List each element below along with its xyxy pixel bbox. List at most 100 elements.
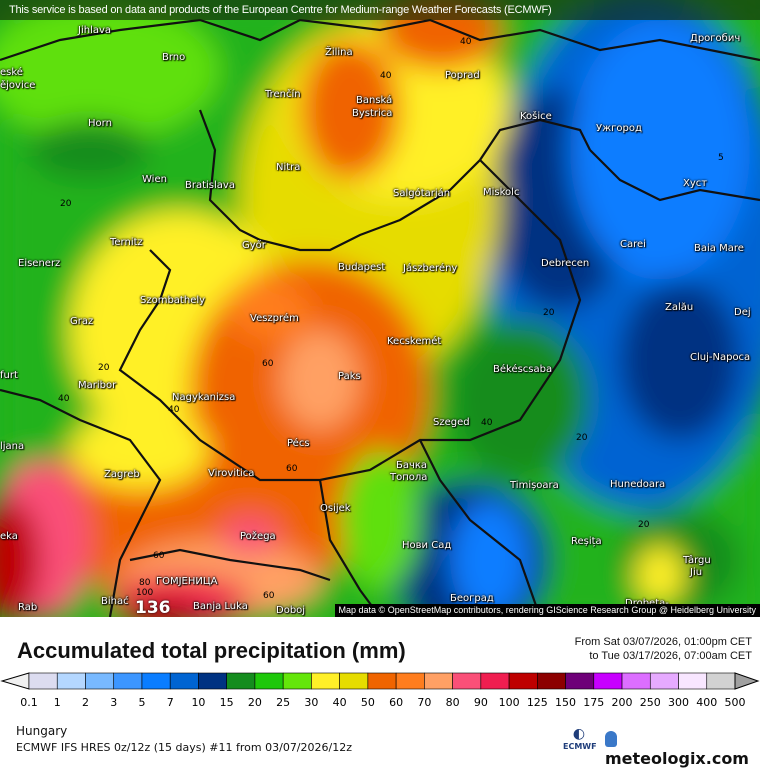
scale-tick-label: 150 bbox=[555, 696, 577, 709]
city-label: Banská bbox=[356, 95, 393, 106]
city-label: Doboj bbox=[276, 605, 306, 616]
city-label: Eisenerz bbox=[18, 258, 61, 269]
scale-tick-label: 5 bbox=[138, 696, 146, 709]
scale-swatch bbox=[678, 672, 708, 690]
precipitation-field bbox=[0, 0, 760, 617]
scale-tick-label: 80 bbox=[445, 696, 460, 709]
meteologix-logo[interactable]: meteologix.com bbox=[605, 730, 760, 768]
contour-label: 60 bbox=[262, 359, 274, 369]
city-label: Wien bbox=[142, 174, 167, 185]
scale-swatch bbox=[706, 672, 736, 690]
scale-tick-label: 300 bbox=[668, 696, 690, 709]
scale-swatch bbox=[169, 672, 199, 690]
scale-swatch bbox=[311, 672, 340, 690]
city-label: Brno bbox=[162, 52, 186, 63]
scale-over-arrow bbox=[734, 672, 760, 690]
city-label: Debrecen bbox=[541, 258, 590, 269]
city-label: furt bbox=[0, 370, 18, 381]
city-label: Szeged bbox=[433, 417, 470, 428]
city-label: Žilina bbox=[325, 47, 353, 58]
city-label: Banja Luka bbox=[193, 601, 248, 612]
scale-swatch bbox=[593, 672, 623, 690]
scale-swatch bbox=[621, 672, 651, 690]
city-label: Kecskemét bbox=[387, 336, 442, 347]
city-label: Târgu bbox=[683, 555, 711, 566]
city-label: Békéscsaba bbox=[493, 364, 553, 375]
scale-tick-label: 7 bbox=[166, 696, 174, 709]
contour-label: 20 bbox=[60, 199, 72, 209]
region-label: Hungary bbox=[16, 724, 68, 738]
contour-label: 20 bbox=[576, 433, 588, 443]
city-label: Hunedoara bbox=[610, 479, 666, 490]
scale-tick-label: 2 bbox=[81, 696, 89, 709]
city-label: Дрогобич bbox=[690, 33, 741, 44]
scale-tick-label: 20 bbox=[247, 696, 262, 709]
city-label: Бачка bbox=[396, 460, 428, 471]
scale-swatch bbox=[198, 672, 227, 690]
ecmwf-logo-text: ECMWF bbox=[563, 742, 597, 751]
scale-tick-label: 25 bbox=[276, 696, 291, 709]
contour-label: 40 bbox=[460, 37, 472, 47]
city-label: Horn bbox=[88, 118, 112, 129]
scale-swatch bbox=[113, 672, 143, 690]
meteologix-icon bbox=[605, 731, 617, 747]
map-credit: Map data © OpenStreetMap contributors, r… bbox=[334, 604, 760, 617]
city-label: Zagreb bbox=[104, 469, 140, 480]
contour-label: 60 bbox=[153, 551, 165, 561]
city-label: Szombathely bbox=[140, 295, 206, 306]
scale-tick-label: 500 bbox=[724, 696, 746, 709]
contour-label: 5 bbox=[718, 153, 724, 163]
forecast-period: From Sat 03/07/2026, 01:00pm CET to Tue … bbox=[575, 635, 752, 663]
city-label: Budapest bbox=[338, 262, 386, 273]
city-label: Maribor bbox=[78, 380, 117, 391]
scale-swatch bbox=[424, 672, 453, 690]
city-label: Jászberény bbox=[403, 263, 458, 274]
scale-swatch bbox=[141, 672, 171, 690]
scale-tick-label: 50 bbox=[360, 696, 375, 709]
city-label: Miskolc bbox=[483, 187, 520, 198]
city-label: Ternitz bbox=[110, 237, 143, 248]
city-label: Poprad bbox=[445, 70, 480, 81]
ecmwf-attribution-banner: This service is based on data and produc… bbox=[0, 0, 760, 20]
city-label: Timișoara bbox=[510, 480, 559, 491]
precipitation-map[interactable]: This service is based on data and produc… bbox=[0, 0, 760, 617]
scale-swatch bbox=[649, 672, 679, 690]
city-label: Нови Сад bbox=[402, 540, 452, 551]
period-from: From Sat 03/07/2026, 01:00pm CET bbox=[574, 636, 752, 648]
city-label: Nitra bbox=[276, 162, 301, 173]
scale-swatch bbox=[480, 672, 510, 690]
city-label: Virovitica bbox=[208, 468, 255, 479]
city-label: Drobeta- bbox=[625, 598, 669, 609]
scale-tick-label: 125 bbox=[526, 696, 548, 709]
max-value-label: 136 bbox=[135, 598, 171, 617]
map-title: Accumulated total precipitation (mm) bbox=[17, 638, 406, 663]
city-label: Jihlava bbox=[78, 25, 112, 36]
city-label: Paks bbox=[338, 371, 361, 382]
city-label: Košice bbox=[520, 111, 552, 122]
city-label: Bystrica bbox=[352, 108, 393, 119]
scale-tick-label: 30 bbox=[304, 696, 319, 709]
city-label: Osijek bbox=[320, 503, 351, 514]
scale-swatch bbox=[254, 672, 284, 690]
scale-tick-label: 250 bbox=[639, 696, 661, 709]
city-label: Salgótarján bbox=[393, 188, 451, 199]
contour-label: 40 bbox=[58, 394, 70, 404]
scale-tick-label: 0.1 bbox=[20, 696, 38, 709]
city-label: Trenčín bbox=[265, 89, 301, 100]
city-label: ГОМЈЕНИЦА bbox=[156, 576, 218, 587]
contour-label: 20 bbox=[98, 363, 110, 373]
ecmwf-icon: ◐ bbox=[572, 726, 586, 742]
city-label: Požega bbox=[240, 531, 276, 542]
city-label: ějovice bbox=[0, 80, 36, 91]
scale-swatch bbox=[565, 672, 595, 690]
city-label: Zalău bbox=[665, 302, 694, 313]
city-label: Топола bbox=[390, 472, 428, 483]
contour-label: 60 bbox=[263, 591, 275, 601]
city-label: Bratislava bbox=[185, 180, 235, 191]
color-scale-bar bbox=[0, 672, 760, 690]
city-label: Ужгород bbox=[596, 123, 642, 134]
scale-tick-label: 40 bbox=[332, 696, 347, 709]
contour-label: 80 bbox=[139, 578, 151, 588]
contour-label: 100 bbox=[136, 588, 154, 598]
scale-tick-label: 175 bbox=[583, 696, 605, 709]
